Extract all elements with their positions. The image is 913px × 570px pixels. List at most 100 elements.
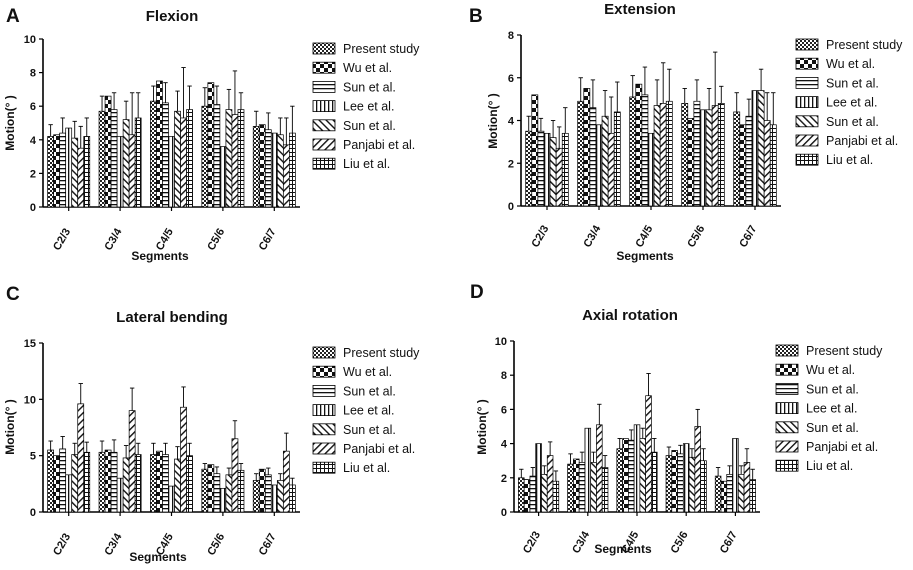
bar <box>567 463 574 513</box>
bar <box>671 450 678 513</box>
y-tick-label: 2 <box>30 168 36 180</box>
legend-label: Present study <box>826 38 903 52</box>
x-axis-label: Segments <box>129 550 187 564</box>
legend-swatch <box>312 138 336 151</box>
x-tick-label: C2/3 <box>529 223 551 249</box>
bar <box>537 130 545 207</box>
x-axis-label: Segments <box>594 542 652 556</box>
chart-title: Flexion <box>146 8 199 25</box>
y-tick-label: 0 <box>508 201 514 213</box>
chart-title: Lateral bending <box>116 309 228 326</box>
bar <box>659 103 667 207</box>
legend-swatch <box>312 423 336 436</box>
bar <box>110 451 118 513</box>
legend-swatch <box>775 440 799 453</box>
bar <box>53 455 61 513</box>
bar <box>53 134 61 208</box>
bar <box>186 455 193 513</box>
bar <box>589 107 597 207</box>
bar <box>573 458 580 513</box>
legend-swatch <box>312 157 336 170</box>
legend-label: Wu et al. <box>343 61 392 75</box>
chart-panel-b: B Extension 0 2 4 6 8 C2/3 C3/4 C4/5 C5/6 C6/7 Segme… <box>469 1 903 263</box>
bar <box>264 129 272 208</box>
bar <box>743 462 751 513</box>
legend-label: Present study <box>343 42 420 56</box>
y-tick-label: 2 <box>501 473 507 485</box>
bar <box>110 109 118 208</box>
y-tick-label: 8 <box>501 370 507 382</box>
bar <box>687 118 695 207</box>
y-tick-label: 0 <box>501 507 507 519</box>
y-tick-label: 10 <box>24 394 36 406</box>
legend-swatch <box>795 38 819 51</box>
bar <box>531 94 539 207</box>
bar <box>150 454 157 513</box>
legend-swatch <box>312 461 336 474</box>
bar <box>98 110 106 208</box>
legend-label: Wu et al. <box>806 363 855 377</box>
bar <box>751 90 759 207</box>
bar <box>546 455 554 513</box>
y-tick-label: 8 <box>30 68 36 80</box>
legend-label: Sun et al. <box>826 76 879 90</box>
bar <box>677 453 684 513</box>
legend-swatch <box>795 115 819 128</box>
bar <box>225 474 233 513</box>
legend: Present study Wu et al. Sun et al. Lee et a… <box>795 38 903 167</box>
legend-swatch <box>775 402 799 415</box>
bar <box>59 132 67 208</box>
bar <box>237 109 245 208</box>
bar <box>47 449 54 513</box>
legend-swatch <box>312 442 336 455</box>
bar <box>162 454 169 513</box>
legend-label: Sun et al. <box>806 382 859 396</box>
legend-swatch <box>312 346 336 359</box>
bar <box>71 137 79 208</box>
legend-swatch <box>775 459 799 472</box>
bar <box>83 136 91 208</box>
bar <box>65 127 73 208</box>
bar <box>682 443 690 513</box>
y-tick-label: 5 <box>30 451 36 463</box>
legend-swatch <box>795 134 819 147</box>
legend-swatch <box>775 344 799 357</box>
bar <box>237 469 245 513</box>
legend: Present study Wu et al. Sun et al. Lee et a… <box>312 42 420 171</box>
y-tick-label: 8 <box>508 30 514 42</box>
bar <box>219 146 227 208</box>
legend-swatch <box>312 42 336 55</box>
legend-label: Sun et al. <box>343 423 396 437</box>
bar <box>739 124 747 207</box>
bar <box>665 100 673 207</box>
x-tick-label: C5/6 <box>205 226 227 252</box>
legend-label: Wu et al. <box>826 57 875 71</box>
legend-label: Lee et al. <box>806 402 857 416</box>
x-axis-label: Segments <box>616 249 674 263</box>
chart-title: Axial rotation <box>582 307 678 324</box>
bar <box>207 464 215 513</box>
bar <box>180 117 187 208</box>
bar <box>757 90 765 207</box>
x-axis-label: Segments <box>131 249 189 263</box>
bar <box>717 103 725 207</box>
bar <box>639 438 646 513</box>
bar <box>633 424 641 513</box>
legend-swatch <box>775 363 799 376</box>
bar <box>681 103 689 207</box>
legend-label: Lee et al. <box>343 404 394 418</box>
legend-swatch <box>312 404 336 417</box>
bar <box>168 485 175 513</box>
bar <box>645 395 652 513</box>
y-tick-label: 6 <box>30 101 36 113</box>
bar <box>616 448 623 513</box>
y-tick-label: 4 <box>508 116 515 128</box>
bar <box>641 94 649 207</box>
bar <box>653 105 661 207</box>
y-axis-label: Motion(° ) <box>3 95 17 150</box>
bar <box>590 462 597 513</box>
x-tick-label: C4/5 <box>633 223 655 249</box>
